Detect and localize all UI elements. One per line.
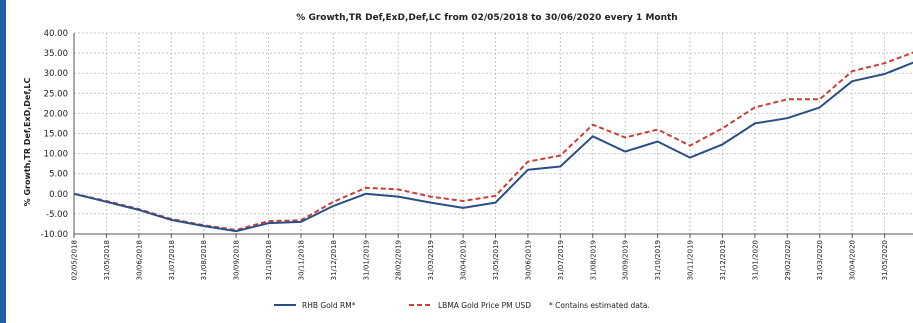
axes <box>73 33 913 238</box>
legend-note: * Contains estimated data. <box>549 301 650 310</box>
x-tick-label: 31/08/2019 <box>589 240 597 280</box>
legend: RHB Gold RM* LBMA Gold Price PM USD * Cont… <box>274 301 650 310</box>
x-tick-label: 30/04/2020 <box>849 240 857 280</box>
x-tick-label: 31/05/2019 <box>492 240 500 280</box>
x-tick-labels: 02/05/2018 31/05/2018 30/06/2018 31/07/2018… <box>71 240 890 280</box>
x-tick-label: 31/01/2019 <box>362 240 370 280</box>
x-tick-label: 30/11/2018 <box>297 240 305 280</box>
legend-label-rhb: RHB Gold RM* <box>302 301 356 310</box>
x-tick-label: 31/07/2019 <box>557 240 565 280</box>
y-tick-label: 30.00 <box>44 69 68 79</box>
chart: % Growth,TR Def,ExD,Def,LC from 02/05/20… <box>23 13 913 310</box>
x-tick-label: 31/12/2019 <box>719 240 727 280</box>
y-tick-label: 40.00 <box>44 29 68 39</box>
gridlines <box>73 32 913 235</box>
x-tick-label: 30/09/2019 <box>622 240 630 280</box>
y-tick-label: 20.00 <box>44 109 68 119</box>
x-tick-label: 28/02/2019 <box>395 240 403 280</box>
y-tick-label: -5.00 <box>46 210 68 220</box>
x-tick-label: 30/09/2018 <box>233 240 241 280</box>
x-tick-label: 30/06/2018 <box>135 240 143 280</box>
x-tick-label: 31/10/2019 <box>654 240 662 280</box>
x-tick-label: 30/11/2019 <box>687 240 695 280</box>
series-lines <box>73 51 913 233</box>
y-tick-label: 25.00 <box>44 89 68 99</box>
x-tick-label: 31/07/2018 <box>168 240 176 280</box>
y-tick-label: 10.00 <box>44 150 68 160</box>
x-tick-label: 31/05/2020 <box>881 240 889 280</box>
y-axis-label: % Growth,TR Def,ExD,Def,LC <box>23 78 32 207</box>
x-tick-label: 29/02/2020 <box>784 240 792 280</box>
y-tick-label: -10.00 <box>41 230 68 240</box>
x-tick-label: 31/10/2018 <box>265 240 273 280</box>
chart-title: % Growth,TR Def,ExD,Def,LC from 02/05/20… <box>296 13 677 23</box>
x-tick-label: 30/04/2019 <box>460 240 468 280</box>
x-tick-label: 30/06/2019 <box>524 240 532 280</box>
y-tick-label: 0.00 <box>49 190 68 200</box>
x-tick-label: 31/05/2018 <box>103 240 111 280</box>
x-tick-label: 31/03/2019 <box>427 240 435 280</box>
y-tick-label: 5.00 <box>49 170 68 180</box>
y-tick-label: 35.00 <box>44 49 68 59</box>
series-line-rhb <box>73 61 913 233</box>
y-tick-label: 15.00 <box>44 130 68 140</box>
x-tick-label: 31/01/2020 <box>751 240 759 280</box>
y-tick-labels: -10.00 -5.00 0.00 5.00 10.00 15.00 20.00 25.00 3… <box>41 29 68 240</box>
x-tick-label: 31/12/2018 <box>330 240 338 280</box>
legend-label-lbma: LBMA Gold Price PM USD <box>438 301 531 310</box>
x-tick-label: 31/08/2018 <box>200 240 208 280</box>
x-tick-label: 31/03/2020 <box>816 240 824 280</box>
x-tick-label: 02/05/2018 <box>71 240 79 280</box>
